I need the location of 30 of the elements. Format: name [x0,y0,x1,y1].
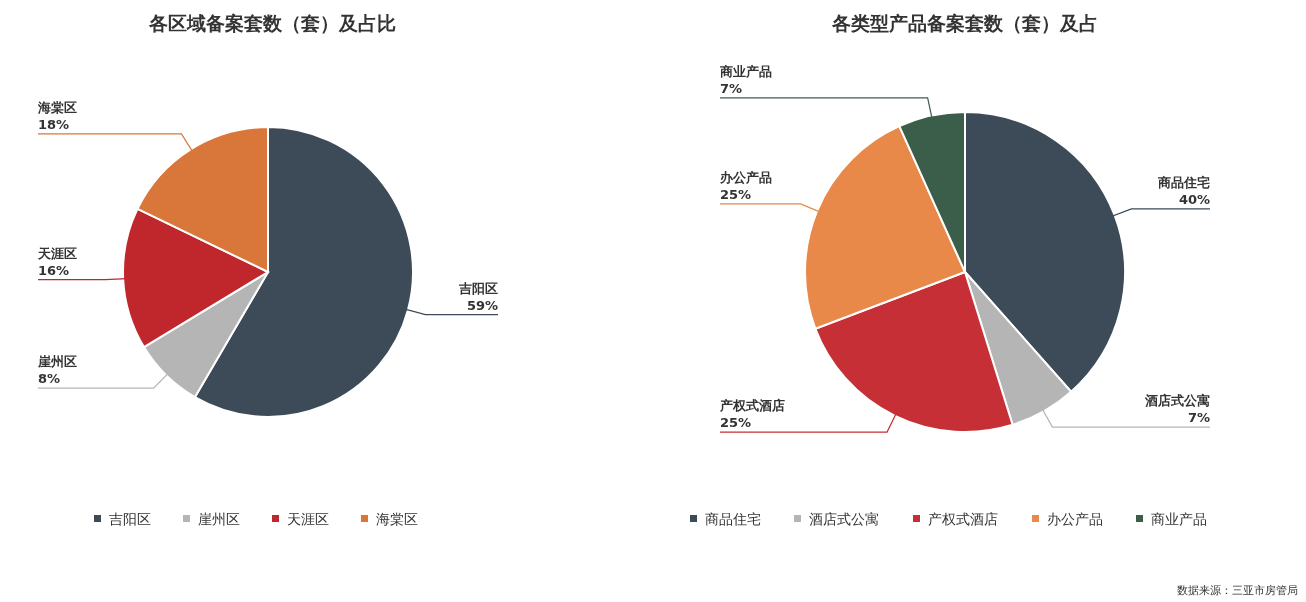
legend-label: 产权式酒店 [928,511,998,527]
slice-label: 天涯区 [37,245,77,261]
slice-label: 商业产品 [719,63,772,79]
data-label: 59% [466,297,498,313]
legend-label: 商业产品 [1151,511,1207,527]
legend-label: 天涯区 [287,511,329,527]
data-label: 8% [38,371,61,387]
slice-label: 吉阳区 [458,280,498,296]
legend-label: 商品住宅 [705,511,761,527]
legend-label: 酒店式公寓 [809,511,879,527]
legend-label: 办公产品 [1047,511,1103,527]
data-label: 7% [720,80,743,96]
data-label: 7% [1187,410,1210,426]
slice-label: 酒店式公寓 [1144,393,1210,409]
data-label: 40% [1178,191,1210,207]
data-label: 16% [38,262,70,278]
chart-title: 各类型产品备案套数（套）及占 [831,12,1098,34]
slice-label: 办公产品 [719,169,772,185]
data-label: 25% [720,415,752,431]
slice-label: 产权式酒店 [719,398,785,414]
data-label: 25% [720,186,752,202]
slice-label: 崖州区 [37,354,77,370]
data-label: 18% [38,116,70,132]
slice-label: 商品住宅 [1157,174,1210,190]
legend-label: 吉阳区 [109,511,151,527]
slice-label: 海棠区 [37,99,77,115]
legend-label: 海棠区 [376,511,418,527]
chart-title: 各区域备案套数（套）及占比 [147,12,396,34]
source-note: 数据来源：三亚市房管局 [1177,584,1298,597]
legend-label: 崖州区 [198,511,240,527]
